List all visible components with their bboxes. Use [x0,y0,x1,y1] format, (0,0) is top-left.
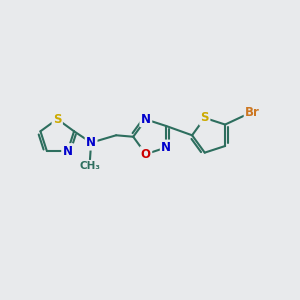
Text: N: N [86,136,96,149]
Text: N: N [63,145,73,158]
Text: Br: Br [245,106,260,119]
Text: S: S [200,111,209,124]
Text: N: N [141,113,151,126]
Text: N: N [161,141,171,154]
Text: O: O [141,148,151,160]
Text: S: S [53,112,61,126]
Text: CH₃: CH₃ [79,161,100,171]
